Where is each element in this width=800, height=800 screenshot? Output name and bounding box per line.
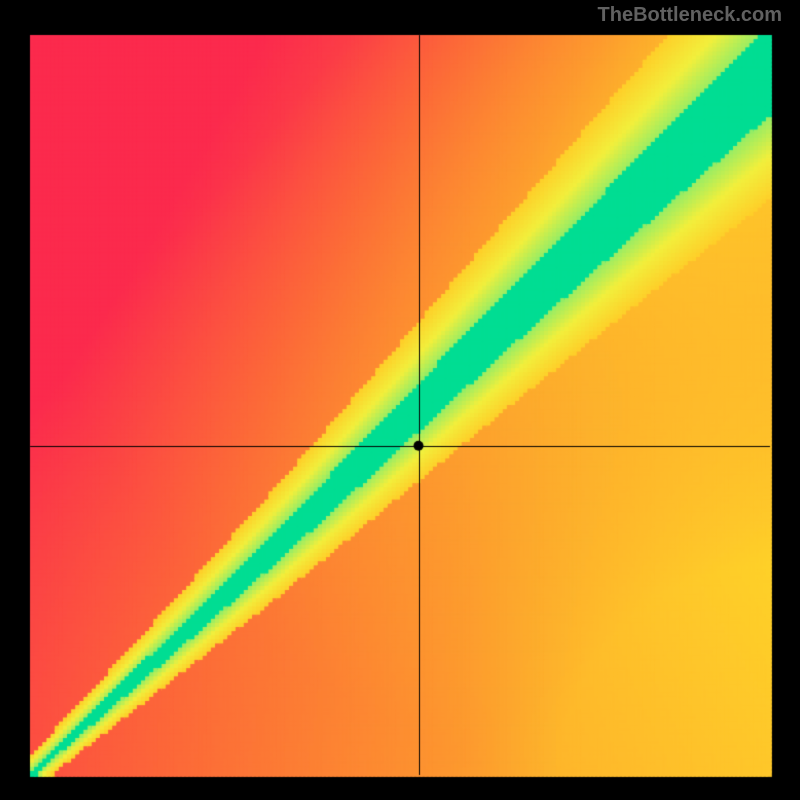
overlay-canvas bbox=[0, 0, 800, 800]
chart-container: TheBottleneck.com bbox=[0, 0, 800, 800]
watermark-text: TheBottleneck.com bbox=[598, 4, 782, 27]
